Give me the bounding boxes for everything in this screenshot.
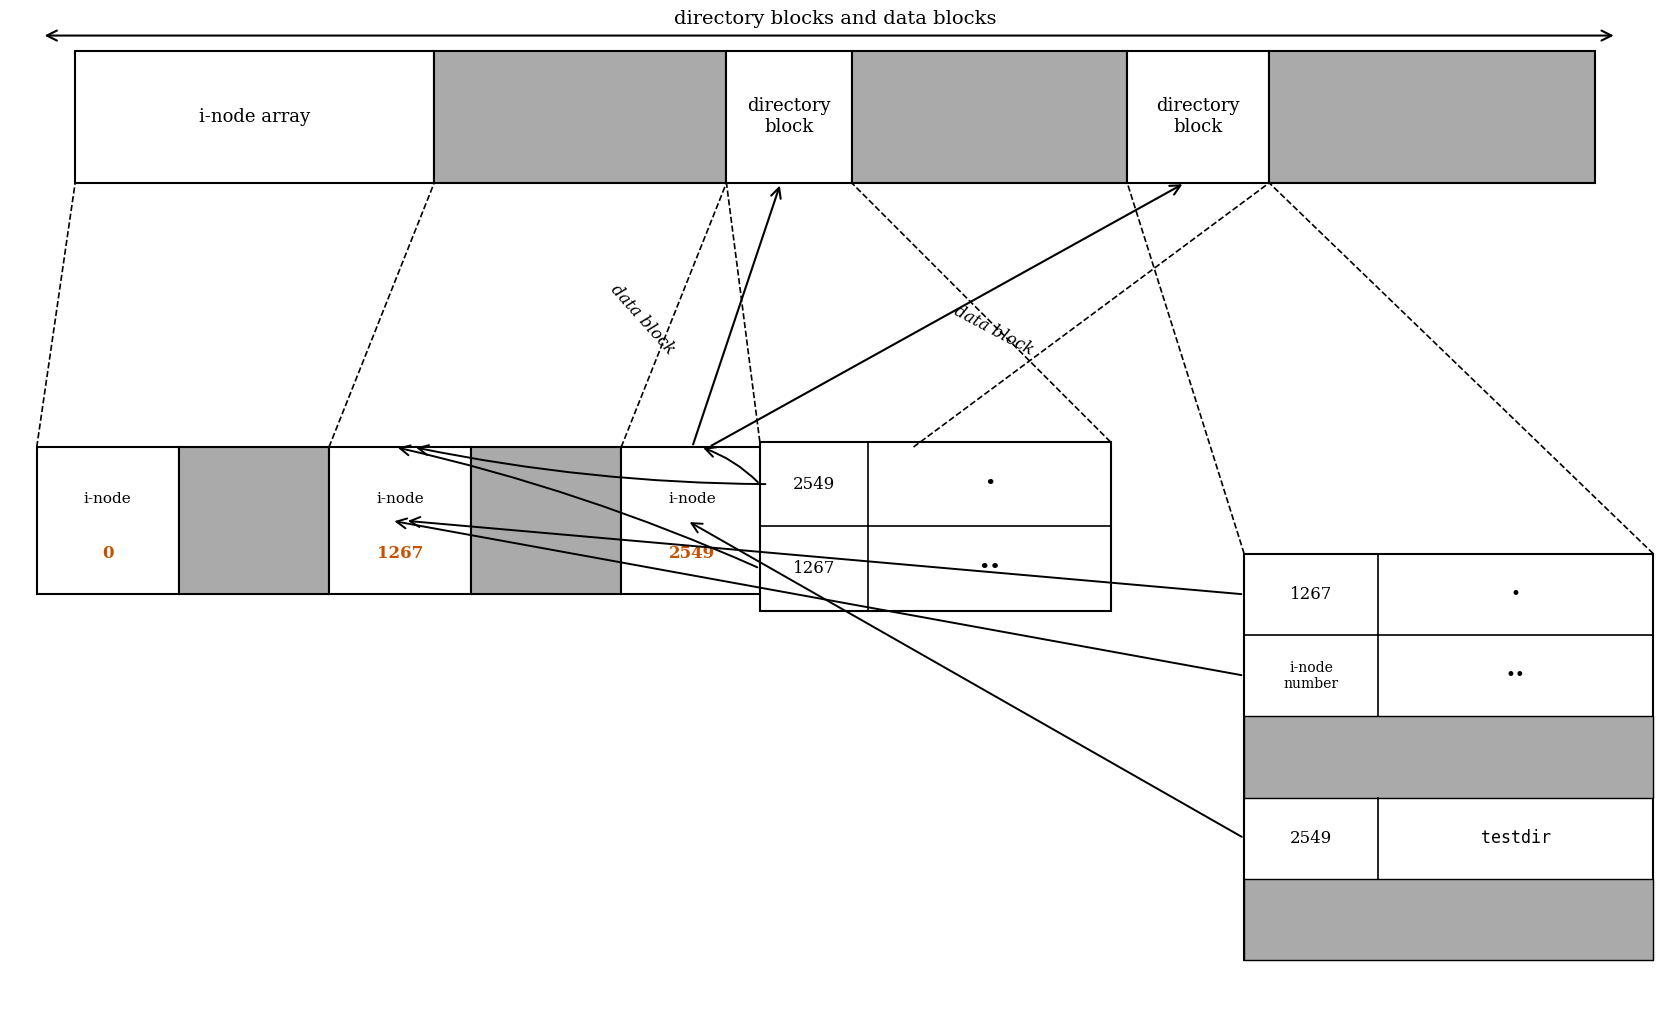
Bar <box>434 51 726 183</box>
Text: ••: •• <box>1506 668 1525 684</box>
Text: ••: •• <box>979 560 1000 577</box>
Text: i-node: i-node <box>668 492 716 506</box>
Text: 0: 0 <box>102 545 114 562</box>
Bar <box>329 447 471 594</box>
Text: 1267: 1267 <box>377 545 423 562</box>
Text: 1267: 1267 <box>793 560 835 577</box>
Text: directory blocks and data blocks: directory blocks and data blocks <box>673 10 997 28</box>
Bar <box>621 447 763 594</box>
Bar <box>37 447 179 594</box>
Bar <box>1244 554 1653 960</box>
Text: i-node: i-node <box>84 492 132 506</box>
Bar <box>179 447 329 594</box>
Text: 1267: 1267 <box>1289 586 1333 602</box>
Bar <box>726 51 852 183</box>
Text: data block: data block <box>608 281 678 359</box>
Text: data block: data block <box>950 302 1037 359</box>
Bar <box>1244 716 1653 798</box>
Text: i-node: i-node <box>376 492 424 506</box>
Text: i-node array: i-node array <box>199 108 311 126</box>
Text: 2549: 2549 <box>670 545 715 562</box>
Bar <box>471 447 621 594</box>
Bar <box>852 51 1127 183</box>
Bar <box>760 442 1111 611</box>
Bar <box>75 51 434 183</box>
Bar <box>1127 51 1269 183</box>
Text: •: • <box>1511 586 1520 602</box>
Text: 2549: 2549 <box>1289 830 1333 846</box>
Text: i-node
number: i-node number <box>1283 660 1339 691</box>
Bar <box>1244 879 1653 960</box>
Text: •: • <box>984 475 995 493</box>
Bar <box>763 447 913 594</box>
Bar <box>1269 51 1595 183</box>
Text: testdir: testdir <box>1481 829 1550 847</box>
Text: directory
block: directory block <box>1157 98 1239 136</box>
Text: 2549: 2549 <box>793 475 835 493</box>
Text: directory
block: directory block <box>746 98 830 136</box>
